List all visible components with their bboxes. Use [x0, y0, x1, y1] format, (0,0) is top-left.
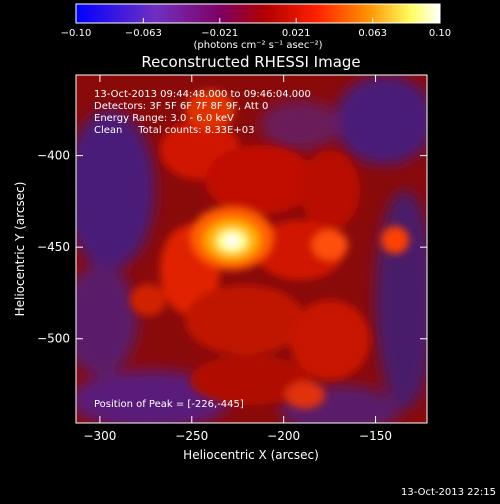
heatmap-image: [76, 75, 427, 423]
y-axis-label: Heliocentric Y (arcsec): [13, 182, 27, 317]
footer-timestamp: 13-Oct-2013 22:15: [401, 487, 496, 498]
x-tick-label: −150: [359, 429, 392, 443]
x-tick-label: −200: [267, 429, 300, 443]
y-tick-label: −400: [37, 149, 70, 163]
y-axis: −400 −450 −500: [37, 149, 427, 346]
annotation-time-range: 13-Oct-2013 09:44:48.000 to 09:46:04.000: [94, 89, 311, 100]
x-tick-label: −300: [83, 429, 116, 443]
y-tick-label: −500: [37, 332, 70, 346]
annotation-detectors: Detectors: 3F 5F 6F 7F 8F 9F, Att 0: [94, 101, 268, 112]
colorbar-tick-label: −0.021: [201, 28, 238, 39]
colorbar-tick-label: 0.10: [429, 28, 451, 39]
colorbar: −0.10 −0.063 −0.021 0.021 0.063 0.10 (photons…: [61, 3, 451, 51]
annotation-block: 13-Oct-2013 09:44:48.000 to 09:46:04.000…: [94, 89, 311, 136]
colorbar-tick-label: −0.10: [61, 28, 92, 39]
plot-frame: [75, 74, 428, 424]
colorbar-gradient: [75, 3, 441, 24]
annotation-clean-counts: Clean Total counts: 8.33E+03: [94, 125, 254, 136]
colorbar-ticks: −0.10 −0.063 −0.021 0.021 0.063 0.10: [61, 18, 451, 39]
peak-position-label: Position of Peak = [-226,-445]: [94, 399, 244, 410]
annotation-energy-range: Energy Range: 3.0 - 6.0 keV: [94, 113, 234, 124]
colorbar-tick-label: 0.021: [282, 28, 311, 39]
colorbar-tick-label: 0.063: [358, 28, 387, 39]
x-axis: −300 −250 −200 −150: [83, 75, 392, 443]
colorbar-unit-label: (photons cm⁻² s⁻¹ asec⁻²): [193, 40, 322, 51]
y-tick-label: −450: [37, 240, 70, 254]
chart-title: Reconstructed RHESSI Image: [141, 53, 360, 71]
x-tick-label: −250: [175, 429, 208, 443]
colorbar-tick-label: −0.063: [125, 28, 162, 39]
x-axis-label: Heliocentric X (arcsec): [183, 448, 319, 462]
